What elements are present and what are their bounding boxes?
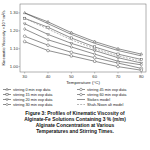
legend-item: Stokes model (77, 98, 110, 102)
point (47, 20, 50, 22)
legend-item: stirring 60 min exp data (77, 93, 127, 97)
legend-label: Shah-Nixon alt model (87, 103, 123, 107)
legend-marker (6, 88, 8, 90)
point (93, 60, 96, 63)
point (70, 51, 73, 54)
y-tick-label: 1.20 (10, 28, 19, 33)
legend-marker (6, 99, 8, 101)
legend-label: stirring 30 min exp data (13, 103, 53, 107)
x-tick-label: 80 (139, 74, 144, 79)
series (24, 28, 143, 67)
legend-item: stirring 20 min exp data (3, 98, 53, 102)
series-line (25, 42, 142, 71)
legend-item: stirring 15 min exp data (3, 93, 53, 97)
legend-line (3, 94, 11, 95)
point (117, 57, 120, 59)
point (47, 34, 50, 36)
y-tick-label: 1.00 (10, 64, 19, 69)
legend-marker (6, 103, 8, 106)
point (140, 69, 143, 72)
caption-line: Alginate-Fe Solutions Containing 3 % (m/… (24, 117, 126, 122)
point (117, 65, 120, 68)
legend: stirring 0 min exp datastirring 15 min e… (3, 88, 127, 107)
legend-line (3, 89, 11, 90)
point (70, 45, 72, 48)
legend-line (77, 89, 85, 90)
point (47, 26, 49, 28)
data-layer (23, 11, 143, 71)
legend-line (77, 104, 85, 105)
point (47, 38, 49, 41)
legend-label: stirring 20 min exp data (13, 98, 53, 102)
point (23, 40, 26, 43)
legend-label: Stokes model (87, 98, 110, 102)
point (140, 63, 142, 66)
x-tick-label: 50 (69, 74, 74, 79)
point (47, 44, 50, 47)
legend-marker (80, 93, 83, 96)
point (70, 31, 73, 33)
caption-line: Temperatures and Stirring Times. (36, 129, 114, 134)
point (93, 56, 96, 59)
caption-line: Figure 3: Profiles of Kinematic Viscosit… (25, 111, 125, 116)
legend-line (3, 99, 11, 100)
legend-label: stirring 15 min exp data (13, 93, 53, 97)
y-tick (19, 12, 21, 13)
axes: 30 40 50 60 70 80 1.00 1.10 1.20 1.30 (10, 4, 146, 79)
point (70, 43, 73, 45)
point (94, 46, 96, 48)
point (70, 54, 73, 57)
series-line (25, 13, 142, 56)
point (47, 49, 50, 52)
y-tick (19, 48, 21, 49)
legend-label: stirring 0 min exp data (13, 88, 51, 92)
point (117, 62, 120, 65)
series (25, 18, 142, 61)
y-tick (19, 30, 21, 31)
x-tick-label: 40 (46, 74, 51, 79)
y-tick-label: 1.10 (10, 46, 19, 51)
series (25, 13, 142, 56)
legend-item: stirring 0 min exp data (3, 88, 51, 92)
point (117, 53, 119, 55)
plot-frame (20, 4, 146, 72)
legend-label: stirring 60 min exp data (87, 93, 127, 97)
legend-item: Shah-Nixon alt model (77, 103, 123, 107)
series-line (25, 29, 142, 65)
chart: 30 40 50 60 70 80 1.00 1.10 1.20 1.30 Temperature … (0, 0, 150, 150)
point (24, 17, 26, 19)
legend-marker (6, 93, 8, 95)
point (23, 35, 26, 38)
point (24, 28, 26, 31)
x-axis-label: Temperature (°C) (66, 80, 100, 85)
legend-line (77, 94, 85, 95)
point (140, 58, 142, 60)
legend-line (3, 104, 11, 105)
series (23, 11, 142, 54)
point (117, 47, 120, 49)
legend-label: stirring 45 min exp data (87, 88, 127, 92)
legend-item: stirring 45 min exp data (77, 88, 127, 92)
point (70, 37, 72, 39)
x-tick-label: 70 (116, 74, 121, 79)
point (93, 40, 96, 42)
point (23, 23, 26, 25)
legend-marker (80, 88, 83, 91)
series-line (25, 18, 142, 61)
point (94, 53, 96, 56)
x-tick-label: 30 (22, 74, 27, 79)
x-tick-label: 60 (92, 74, 97, 79)
legend-item: stirring 30 min exp data (3, 103, 53, 107)
point (93, 50, 96, 52)
caption: Figure 3: Profiles of Kinematic Viscosit… (24, 111, 126, 134)
series-line (25, 13, 142, 54)
legend-line (77, 99, 85, 100)
caption-line: Alginate Concentration at Various (36, 123, 115, 128)
series-line (25, 36, 142, 68)
y-tick-label: 1.30 (10, 10, 19, 15)
y-tick (19, 66, 21, 67)
series (23, 40, 143, 71)
y-axis-label: Kinematic Viscosity ×10⁻⁶ m²/s (1, 10, 6, 65)
point (140, 53, 143, 55)
